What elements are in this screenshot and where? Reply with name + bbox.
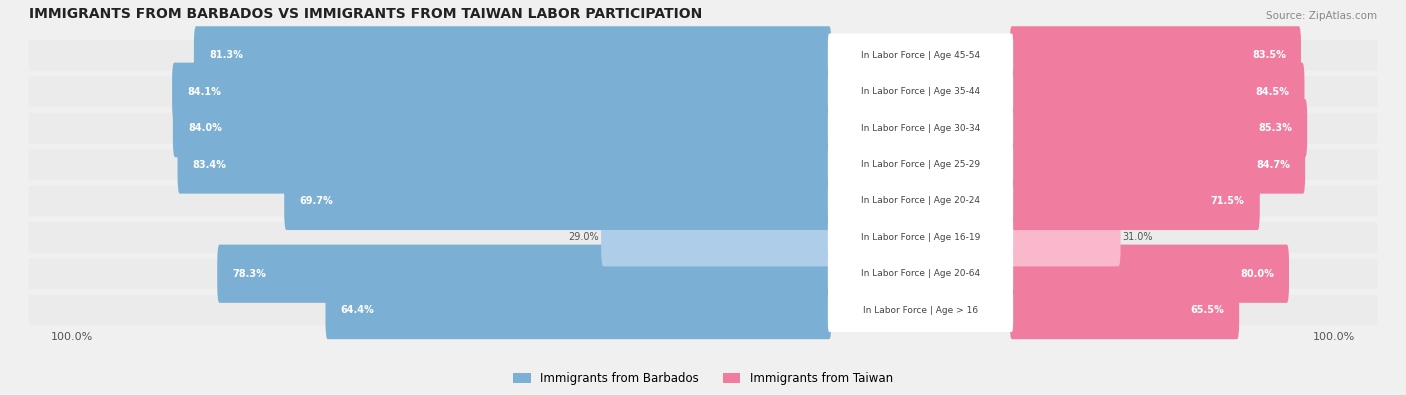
FancyBboxPatch shape [828,288,1014,332]
FancyBboxPatch shape [828,252,1014,295]
Text: 31.0%: 31.0% [1123,232,1153,242]
Text: 65.5%: 65.5% [1191,305,1225,315]
Text: 69.7%: 69.7% [299,196,333,206]
Text: 83.4%: 83.4% [193,160,226,169]
FancyBboxPatch shape [1010,208,1121,267]
FancyBboxPatch shape [284,172,831,230]
FancyBboxPatch shape [828,106,1014,150]
Text: 80.0%: 80.0% [1240,269,1274,279]
FancyBboxPatch shape [28,149,1378,180]
FancyBboxPatch shape [828,179,1014,223]
FancyBboxPatch shape [28,295,1378,325]
Text: In Labor Force | Age 25-29: In Labor Force | Age 25-29 [860,160,980,169]
Text: In Labor Force | Age 20-24: In Labor Force | Age 20-24 [860,196,980,205]
FancyBboxPatch shape [1010,135,1305,194]
FancyBboxPatch shape [1010,26,1301,85]
FancyBboxPatch shape [177,135,831,194]
Text: 29.0%: 29.0% [568,232,599,242]
FancyBboxPatch shape [28,186,1378,216]
Text: 84.1%: 84.1% [187,87,221,97]
Text: In Labor Force | Age > 16: In Labor Force | Age > 16 [863,306,979,314]
FancyBboxPatch shape [28,40,1378,71]
Text: 78.3%: 78.3% [232,269,266,279]
FancyBboxPatch shape [1010,99,1308,157]
Text: 71.5%: 71.5% [1211,196,1244,206]
FancyBboxPatch shape [326,281,831,339]
FancyBboxPatch shape [1010,172,1260,230]
FancyBboxPatch shape [28,222,1378,252]
Text: 64.4%: 64.4% [340,305,374,315]
FancyBboxPatch shape [194,26,831,85]
FancyBboxPatch shape [1010,281,1239,339]
Text: 84.5%: 84.5% [1256,87,1289,97]
Text: 100.0%: 100.0% [51,332,93,342]
FancyBboxPatch shape [173,99,831,157]
FancyBboxPatch shape [828,216,1014,259]
Text: 85.3%: 85.3% [1258,123,1292,133]
FancyBboxPatch shape [172,63,831,121]
Text: 84.7%: 84.7% [1256,160,1289,169]
FancyBboxPatch shape [28,77,1378,107]
Text: In Labor Force | Age 45-54: In Labor Force | Age 45-54 [860,51,980,60]
Text: 83.5%: 83.5% [1251,50,1286,60]
FancyBboxPatch shape [28,113,1378,143]
Text: 81.3%: 81.3% [209,50,243,60]
FancyBboxPatch shape [602,208,831,267]
Text: IMMIGRANTS FROM BARBADOS VS IMMIGRANTS FROM TAIWAN LABOR PARTICIPATION: IMMIGRANTS FROM BARBADOS VS IMMIGRANTS F… [28,7,702,21]
FancyBboxPatch shape [1010,63,1305,121]
Text: In Labor Force | Age 35-44: In Labor Force | Age 35-44 [860,87,980,96]
FancyBboxPatch shape [1010,245,1289,303]
Text: In Labor Force | Age 20-64: In Labor Force | Age 20-64 [860,269,980,278]
Text: 84.0%: 84.0% [188,123,222,133]
FancyBboxPatch shape [28,258,1378,289]
Text: In Labor Force | Age 16-19: In Labor Force | Age 16-19 [860,233,980,242]
Text: 100.0%: 100.0% [1313,332,1355,342]
Legend: Immigrants from Barbados, Immigrants from Taiwan: Immigrants from Barbados, Immigrants fro… [509,367,897,389]
FancyBboxPatch shape [828,34,1014,77]
Text: Source: ZipAtlas.com: Source: ZipAtlas.com [1267,11,1378,21]
FancyBboxPatch shape [218,245,831,303]
FancyBboxPatch shape [828,70,1014,114]
Text: In Labor Force | Age 30-34: In Labor Force | Age 30-34 [860,124,980,133]
FancyBboxPatch shape [828,143,1014,186]
